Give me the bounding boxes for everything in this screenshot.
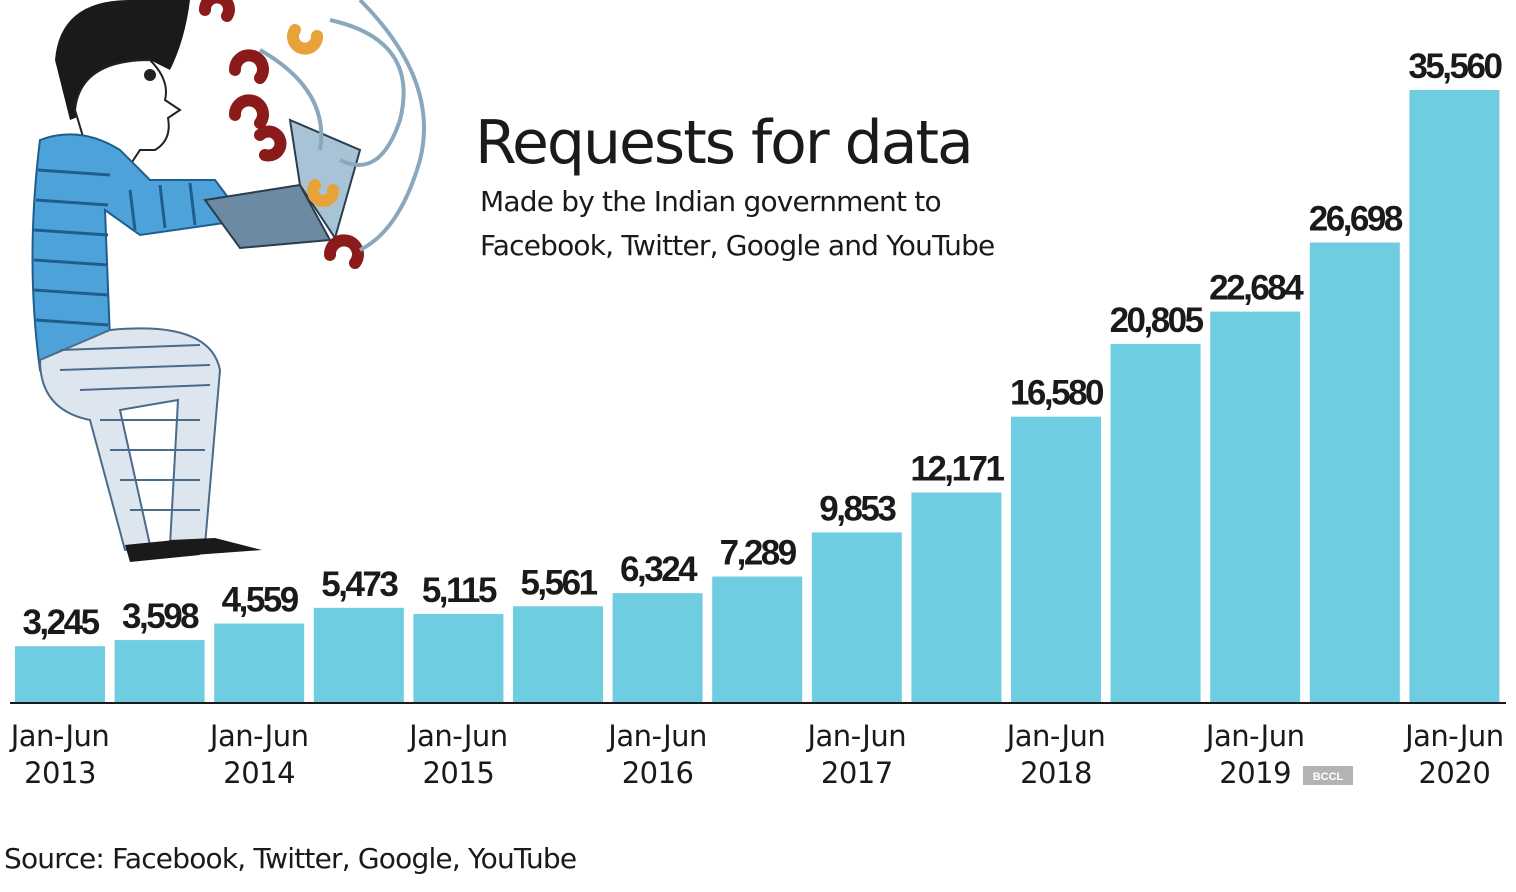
- value-label: 5,115: [422, 571, 497, 610]
- value-label: 20,805: [1110, 301, 1204, 340]
- watermark-text: BCCL: [1313, 771, 1344, 783]
- bar: [712, 576, 803, 702]
- x-tick-label: Jan-Jun: [1204, 719, 1305, 753]
- illustration-person-laptop: [31, 0, 426, 562]
- x-tick-label: Jan-Jun: [208, 719, 309, 753]
- value-label: 6,324: [620, 550, 698, 589]
- watermark: BCCL: [1303, 766, 1353, 785]
- x-tick-label: Jan-Jun: [805, 719, 906, 753]
- chart-subtitle-line-2: Facebook, Twitter, Google and YouTube: [480, 229, 995, 262]
- bar: [313, 607, 404, 702]
- x-tick-label: Jan-Jun: [9, 719, 110, 753]
- value-label: 35,560: [1408, 47, 1502, 86]
- x-tick-label: 2017: [821, 756, 893, 790]
- value-label: 9,853: [819, 489, 896, 528]
- source-note: Source: Facebook, Twitter, Google, YouTu…: [4, 842, 576, 875]
- x-tick-label: 2015: [422, 756, 494, 790]
- x-tick-label: Jan-Jun: [606, 719, 707, 753]
- x-tick-label: 2016: [622, 756, 694, 790]
- x-tick-label: 2013: [24, 756, 96, 790]
- value-label: 7,289: [720, 534, 797, 573]
- value-label: 12,171: [910, 450, 1004, 489]
- value-label: 5,561: [520, 563, 597, 602]
- value-label: 3,598: [122, 597, 199, 636]
- bar: [513, 606, 603, 702]
- x-tick-labels: Jan-Jun2013Jan-Jun2014Jan-Jun2015Jan-Jun…: [9, 719, 1505, 790]
- x-tick-label: 2020: [1418, 756, 1490, 790]
- value-label: 4,559: [222, 581, 299, 620]
- x-tick-label: 2018: [1020, 756, 1092, 790]
- bar: [1011, 416, 1101, 702]
- x-tick-label: 2019: [1219, 756, 1291, 790]
- bar: [114, 640, 205, 702]
- bar: [1110, 343, 1201, 702]
- x-tick-label: Jan-Jun: [1005, 719, 1106, 753]
- value-label: 3,245: [22, 603, 99, 642]
- bar: [1309, 242, 1400, 702]
- value-label: 16,580: [1010, 374, 1104, 413]
- bar: [214, 623, 305, 702]
- x-tick-label: Jan-Jun: [1403, 719, 1504, 753]
- bar: [612, 593, 703, 702]
- bar: [413, 613, 504, 702]
- x-tick-label: Jan-Jun: [407, 719, 508, 753]
- bar: [15, 646, 105, 702]
- value-label: 5,473: [321, 565, 398, 604]
- chart-subtitle-line-1: Made by the Indian government to: [480, 185, 941, 218]
- value-label: 26,698: [1309, 200, 1403, 239]
- bar: [1210, 311, 1301, 702]
- bars: [15, 90, 1500, 702]
- value-label: 22,684: [1209, 269, 1304, 308]
- x-tick-label: 2014: [223, 756, 295, 790]
- chart-title: Requests for data: [475, 108, 972, 178]
- value-labels: 3,245 3,598 4,559 5,473 5,115 5,561 6,324 7,289…: [22, 47, 1505, 642]
- bar: [1409, 90, 1500, 702]
- bar: [911, 492, 1002, 702]
- bar: [811, 532, 902, 702]
